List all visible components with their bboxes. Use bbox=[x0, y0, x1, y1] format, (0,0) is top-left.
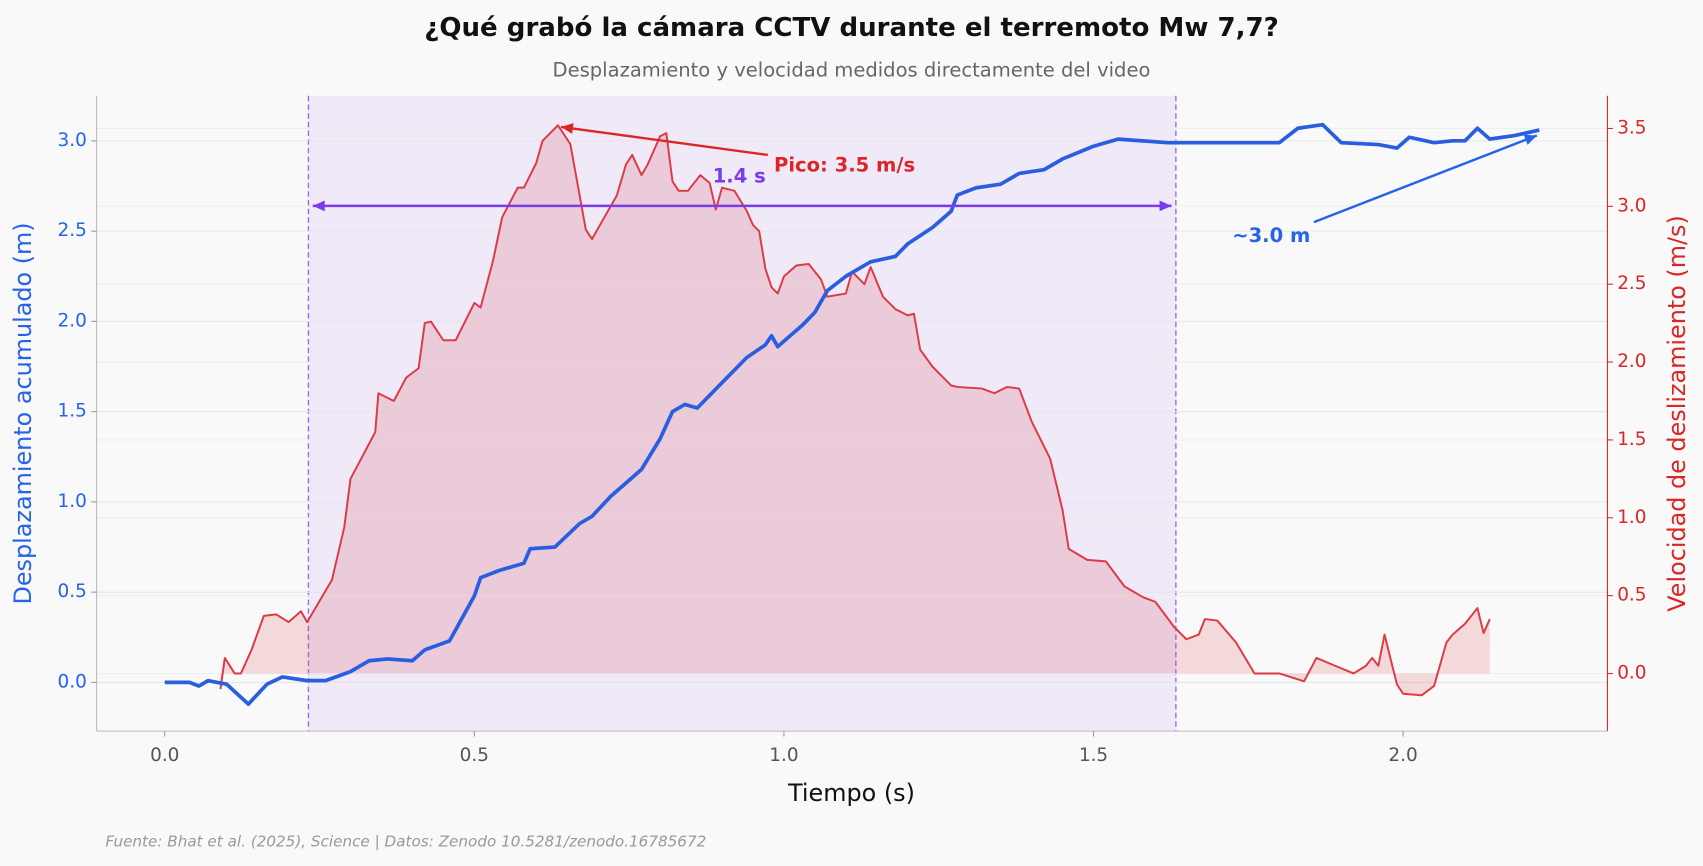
arrowhead bbox=[1159, 200, 1172, 212]
line bbox=[164, 122, 1540, 706]
y-tick-label: 0.5 bbox=[58, 581, 87, 602]
x-tick-label: 2.0 bbox=[1388, 745, 1417, 766]
x-tick-label: 0.0 bbox=[150, 745, 179, 766]
y2-tick-label: 2.5 bbox=[1617, 273, 1646, 294]
y2-tick-label: 2.0 bbox=[1617, 351, 1646, 372]
y2-tick-label: 1.5 bbox=[1617, 429, 1646, 450]
chart-subtitle: Desplazamiento y velocidad medidos direc… bbox=[553, 58, 1151, 81]
x-tick-label: 1.5 bbox=[1079, 745, 1108, 766]
chart-title: ¿Qué grabó la cámara CCTV durante el ter… bbox=[424, 13, 1278, 43]
y-tick-label: 3.0 bbox=[58, 130, 87, 151]
source-note: Fuente: Bhat et al. (2025), Science | Da… bbox=[105, 832, 706, 850]
y2-axis-label: Velocidad de deslizamiento (m/s) bbox=[1663, 215, 1691, 611]
y2-tick-label: 3.5 bbox=[1617, 117, 1646, 138]
annotation-arrow bbox=[560, 125, 768, 157]
y-axis-label: Desplazamiento acumulado (m) bbox=[9, 222, 37, 604]
x-tick-label: 0.5 bbox=[460, 745, 489, 766]
y-tick-label: 1.5 bbox=[58, 401, 87, 422]
y-tick-label: 2.5 bbox=[58, 220, 87, 241]
arrowhead bbox=[1523, 134, 1537, 145]
y2-tick-label: 3.0 bbox=[1617, 195, 1646, 216]
y-tick-label: 2.0 bbox=[58, 310, 87, 331]
y-tick-label: 1.0 bbox=[58, 491, 87, 512]
y2-tick-label: 1.0 bbox=[1617, 507, 1646, 528]
annotation-label: Pico: 3.5 m/s bbox=[774, 153, 915, 176]
arrowhead bbox=[561, 123, 574, 134]
y2-tick-label: 0.0 bbox=[1617, 663, 1646, 684]
line bbox=[219, 124, 1491, 697]
annotation-label: ~3.0 m bbox=[1232, 224, 1310, 247]
area bbox=[220, 125, 1490, 696]
y-tick-label: 0.0 bbox=[58, 671, 87, 692]
annotation-arrow bbox=[1313, 134, 1538, 224]
duration-label: 1.4 s bbox=[713, 164, 766, 187]
x-axis-label: Tiempo (s) bbox=[787, 779, 915, 807]
arrowhead bbox=[312, 200, 325, 212]
y2-tick-label: 0.5 bbox=[1617, 585, 1646, 606]
x-tick-label: 1.0 bbox=[769, 745, 798, 766]
